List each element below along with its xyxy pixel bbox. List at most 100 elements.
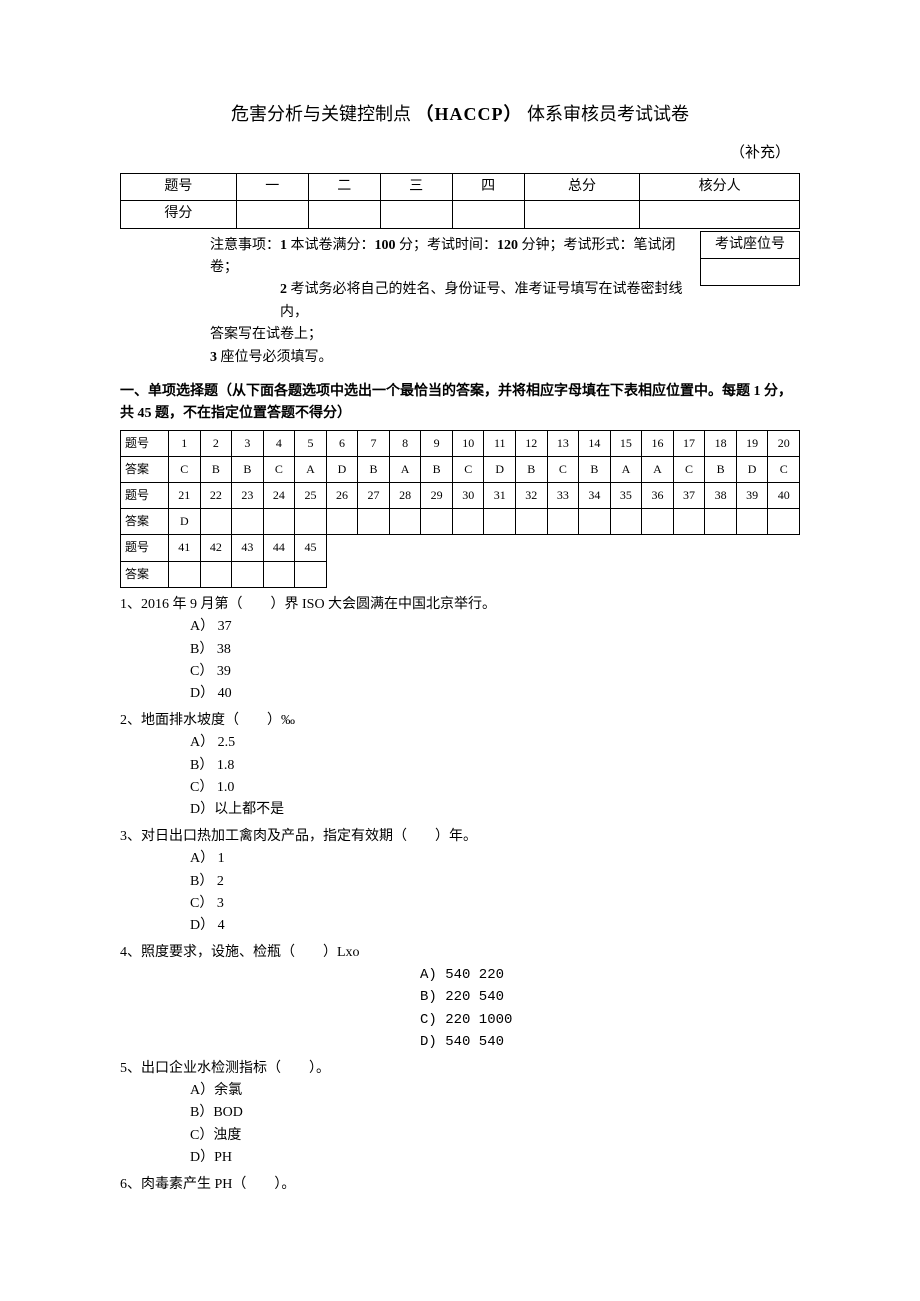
answer-cell: 23 <box>232 483 264 509</box>
option: A) 540 220 <box>420 964 800 986</box>
question: 2、地面排水坡度（ ）‰A） 2.5B） 1.8C） 1.0D）以上都不是 <box>120 710 800 822</box>
answer-cell <box>232 561 264 587</box>
answer-cell: 30 <box>452 483 484 509</box>
answer-cell <box>295 561 327 587</box>
answer-row: 答案D <box>121 509 800 535</box>
answer-cell: D <box>169 509 201 535</box>
option: C） 1.0 <box>190 777 800 799</box>
notice-b: 3 <box>210 350 217 365</box>
answer-cell <box>484 509 516 535</box>
answer-cell: 37 <box>673 483 705 509</box>
answer-row-label: 答案 <box>121 561 169 587</box>
score-value-cell <box>308 201 380 228</box>
option: B）BOD <box>190 1102 800 1124</box>
seat-box: 考试座位号 <box>700 231 800 287</box>
question: 6、肉毒素产生 PH（ ）。 <box>120 1174 800 1196</box>
answer-cell: 9 <box>421 430 453 456</box>
heading-text: 一、单项选择题（从下面各题选项中选出一个最恰当的答案，并将相应字母填在下表相应位… <box>120 384 750 399</box>
notice-line3: 答案写在试卷上； <box>210 324 800 346</box>
notice-t: 分；考试时间： <box>396 238 498 253</box>
score-header-cell: 题号 <box>121 173 237 200</box>
answer-table: 题号1234567891011121314151617181920答案CBBCA… <box>120 430 800 588</box>
answer-cell: 41 <box>169 535 201 561</box>
answer-cell <box>516 509 548 535</box>
answer-cell <box>200 561 232 587</box>
answer-cell: 22 <box>200 483 232 509</box>
answer-cell: A <box>610 456 642 482</box>
seat-label: 考试座位号 <box>701 231 800 258</box>
answer-cell: C <box>673 456 705 482</box>
options: A) 540 220B) 220 540C) 220 1000D) 540 54… <box>420 964 800 1054</box>
answer-cell: C <box>547 456 579 482</box>
option: B） 2 <box>190 871 800 893</box>
answer-cell: C <box>768 456 800 482</box>
option: C） 39 <box>190 661 800 683</box>
answer-cell: 19 <box>736 430 768 456</box>
answer-cell: 6 <box>326 430 358 456</box>
notice-b: 120 <box>497 238 518 253</box>
options: A）余氯B）BODC）浊度D）PH <box>190 1080 800 1170</box>
notice-b: 1 <box>280 238 287 253</box>
answer-cell <box>610 509 642 535</box>
answer-cell: 15 <box>610 430 642 456</box>
score-value-row: 得分 <box>121 201 800 228</box>
answer-cell <box>705 509 737 535</box>
questions-block: 1、2016 年 9 月第（ ）界 ISO 大会圆满在中国北京举行。A） 37B… <box>120 594 800 1196</box>
notice-t: 本试卷满分： <box>287 238 375 253</box>
option: D） 40 <box>190 683 800 705</box>
page-title: 危害分析与关键控制点 （HACCP） 体系审核员考试试卷 <box>120 100 800 129</box>
option: C） 3 <box>190 893 800 915</box>
question-text: 5、出口企业水检测指标（ ）。 <box>120 1058 800 1080</box>
score-value-cell <box>380 201 452 228</box>
option: C）浊度 <box>190 1125 800 1147</box>
score-header-cell: 核分人 <box>640 173 800 200</box>
answer-row: 题号1234567891011121314151617181920 <box>121 430 800 456</box>
answer-cell <box>736 509 768 535</box>
score-value-cell <box>524 201 640 228</box>
answer-cell: 14 <box>579 430 611 456</box>
heading-text: 题，不在指定位置答题不得分） <box>155 406 351 421</box>
options: A） 1B） 2C） 3D） 4 <box>190 848 800 938</box>
title-prefix: 危害分析与关键控制点 <box>231 104 411 124</box>
question-text: 1、2016 年 9 月第（ ）界 ISO 大会圆满在中国北京举行。 <box>120 594 800 616</box>
answer-cell: 2 <box>200 430 232 456</box>
answer-cell: B <box>516 456 548 482</box>
question: 3、对日出口热加工禽肉及产品，指定有效期（ ）年。A） 1B） 2C） 3D） … <box>120 826 800 938</box>
answer-cell: 28 <box>389 483 421 509</box>
notice-t: 座位号必须填写。 <box>217 350 333 365</box>
score-header-row: 题号一二三四总分核分人 <box>121 173 800 200</box>
answer-cell <box>232 509 264 535</box>
answer-cell: 40 <box>768 483 800 509</box>
option: A）余氯 <box>190 1080 800 1102</box>
answer-row: 答案 <box>121 561 800 587</box>
question: 5、出口企业水检测指标（ ）。A）余氯B）BODC）浊度D）PH <box>120 1058 800 1170</box>
answer-cell: 34 <box>579 483 611 509</box>
question-text: 4、照度要求，设施、检瓶（ ）Lxo <box>120 942 800 964</box>
title-bold: （HACCP） <box>416 104 523 124</box>
answer-cell: 3 <box>232 430 264 456</box>
answer-cell: 25 <box>295 483 327 509</box>
options: A） 37B） 38C） 39D） 40 <box>190 616 800 706</box>
answer-cell: 7 <box>358 430 390 456</box>
answer-cell <box>389 509 421 535</box>
answer-cell: 35 <box>610 483 642 509</box>
answer-cell: 20 <box>768 430 800 456</box>
notice-t: 考试务必将自己的姓名、身份证号、准考证号填写在试卷密封线内， <box>280 282 683 319</box>
answer-cell: B <box>705 456 737 482</box>
option: B) 220 540 <box>420 986 800 1008</box>
score-value-cell <box>452 201 524 228</box>
answer-cell <box>768 509 800 535</box>
answer-cell <box>642 509 674 535</box>
answer-cell: 44 <box>263 535 295 561</box>
heading-text: 1 <box>750 384 764 399</box>
answer-cell: 1 <box>169 430 201 456</box>
seat-value <box>701 258 800 285</box>
answer-cell: D <box>736 456 768 482</box>
notice-prefix: 注意事项： <box>210 238 280 253</box>
title-suffix: 体系审核员考试试卷 <box>527 104 689 124</box>
answer-cell: B <box>579 456 611 482</box>
score-header-cell: 二 <box>308 173 380 200</box>
answer-cell: 38 <box>705 483 737 509</box>
answer-cell: A <box>389 456 421 482</box>
answer-cell: 5 <box>295 430 327 456</box>
